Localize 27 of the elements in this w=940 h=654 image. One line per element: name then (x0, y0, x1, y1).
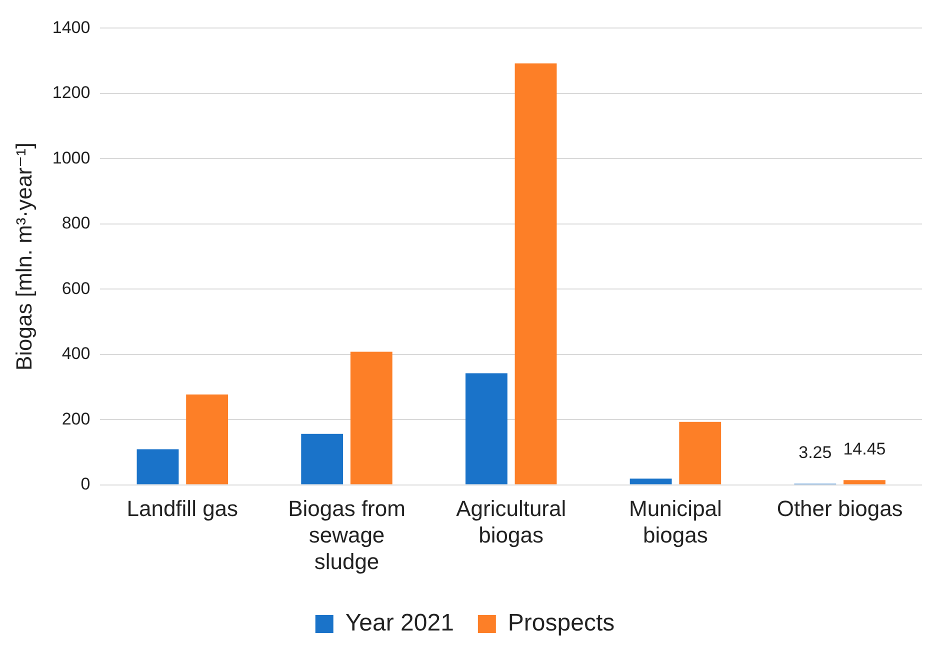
x-tick-label: Landfill gas (126, 496, 238, 522)
data-label: 14.45 (843, 439, 886, 458)
y-axis-title: Biogas [mln. m³·year⁻¹] (11, 142, 36, 370)
bar (466, 373, 508, 484)
x-tick-label: Biogas from sewage sludge (288, 496, 406, 574)
bar (301, 434, 344, 484)
bar (136, 449, 179, 484)
x-tick-label: Agricultural biogas (456, 496, 566, 548)
bar (844, 480, 886, 484)
bar (186, 394, 228, 484)
x-tick-label: Other biogas (776, 496, 903, 522)
legend-label: Year 2021 (345, 610, 454, 637)
bar (679, 422, 722, 484)
x-tick-label: Municipal biogas (628, 496, 722, 548)
y-tick-label: 600 (62, 278, 90, 298)
bar (350, 352, 392, 484)
y-tick-label: 0 (80, 474, 90, 494)
y-tick-label: 1200 (52, 83, 90, 102)
legend-label: Prospects (508, 610, 615, 637)
y-tick-label: 1400 (52, 18, 90, 37)
y-tick-label: 800 (62, 214, 90, 233)
y-tick-label: 400 (62, 344, 90, 364)
y-tick-label: 200 (62, 409, 90, 428)
bar (514, 63, 557, 484)
bar (630, 478, 672, 484)
data-label: 3.25 (798, 442, 832, 462)
y-tick-label: 1000 (52, 148, 90, 168)
